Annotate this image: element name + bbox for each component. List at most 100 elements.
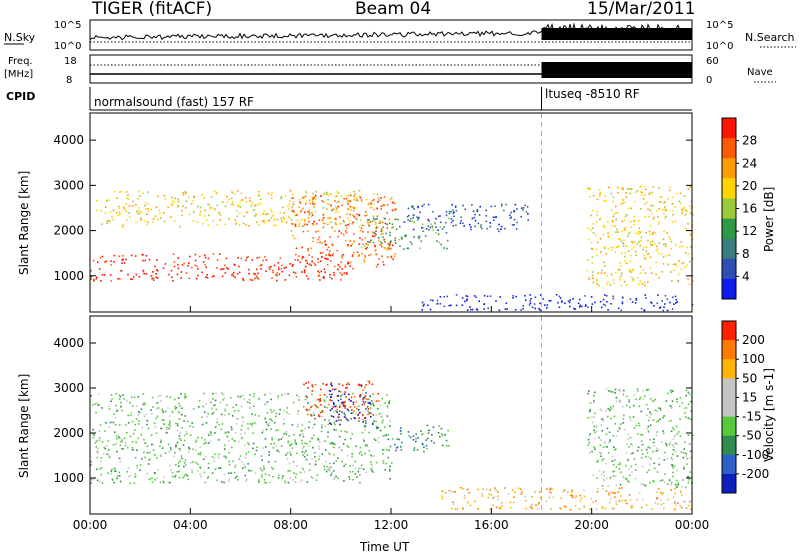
- power-colorbar-tick-label: 12: [742, 224, 757, 238]
- power-y-ticks: 1000 2000 3000 4000: [53, 133, 692, 283]
- velocity-colorbar-band: [722, 473, 736, 494]
- nsearch-tick-high: 10^5: [706, 20, 733, 31]
- power-colorbar: 4 8 12 16 20 24 28: [721, 117, 757, 300]
- velocity-y-tick-label: 1000: [53, 471, 84, 485]
- velocity-colorbar-band: [722, 340, 736, 360]
- freq-tick-low: 8: [66, 75, 72, 86]
- freq-dense-block: [541, 62, 692, 78]
- power-colorbar-tick-label: 24: [742, 156, 757, 170]
- velocity-echo-region-2: [328, 383, 374, 426]
- velocity-colorbar-frame: [721, 320, 737, 494]
- power-echo-region-4: [403, 203, 529, 233]
- velocity-panel: 1000 2000 3000 4000 00:00 04:00 08:00 12:00 16:…: [17, 315, 776, 532]
- velocity-colorbar-band: [722, 378, 736, 398]
- power-colorbar-tick-label: 20: [742, 179, 757, 193]
- velocity-y-ticks: 1000 2000 3000 4000: [53, 336, 692, 485]
- velocity-colorbar-tick-label: -200: [742, 467, 769, 481]
- power-echo-region-2: [95, 190, 379, 228]
- velocity-x-tick-label: 00:00: [675, 518, 710, 532]
- velocity-y-tick-label: 4000: [53, 336, 84, 350]
- velocity-echo-region-1: [303, 380, 380, 421]
- power-echo-region-5: [421, 293, 694, 312]
- velocity-colorbar-tick-label: -50: [742, 429, 762, 443]
- freq-tick-high: 18: [64, 56, 77, 67]
- velocity-x-tick-label: 08:00: [273, 518, 308, 532]
- velocity-colorbar-tick-label: -15: [742, 410, 762, 424]
- power-colorbar-band: [722, 158, 736, 179]
- velocity-y-axis-label: Slant Range [km]: [17, 374, 31, 478]
- power-echo-region-6: [586, 185, 694, 287]
- cpid-panel: CPID normalsound (fast) 157 RF ltuseq -8…: [6, 87, 692, 111]
- freq-trace: [90, 62, 692, 78]
- cpid-mode-2: ltuseq -8510 RF: [545, 87, 640, 101]
- nsky-dense-block: [541, 28, 692, 40]
- power-y-axis-label: Slant Range [km]: [17, 171, 31, 275]
- velocity-colorbar-tick-label: 50: [742, 371, 757, 385]
- beam-label: Beam 04: [355, 0, 431, 19]
- velocity-colorbar-tick-label: 200: [742, 333, 765, 347]
- nsearch-label: N.Search: [745, 31, 795, 44]
- velocity-x-tick-label: 16:00: [474, 518, 509, 532]
- freq-panel: Freq. [MHz] 18 8 60 0 Nave: [4, 54, 776, 86]
- velocity-colorbar-band: [722, 435, 736, 456]
- power-panel: 1000 2000 3000 4000 Slant Range [km] 4 8 12 16…: [17, 112, 776, 313]
- nsky-tick-high: 10^5: [54, 20, 81, 31]
- velocity-colorbar-tick-label: 15: [742, 390, 757, 404]
- power-plot-bg: [90, 113, 692, 312]
- velocity-colorbar-band: [722, 359, 736, 379]
- velocity-echo-region-0: [90, 392, 393, 485]
- power-y-tick-label: 1000: [53, 269, 84, 283]
- power-colorbar-tick-label: 4: [742, 269, 750, 283]
- velocity-colorbar-tick-label: 100: [742, 352, 765, 366]
- power-colorbar-band: [722, 118, 736, 139]
- velocity-y-tick-label: 3000: [53, 381, 84, 395]
- velocity-colorbar-tick-label: -100: [742, 448, 769, 462]
- figure-title: TIGER (fitACF): [91, 0, 212, 19]
- nsearch-tick-low: 10^0: [706, 41, 733, 52]
- power-colorbar-band: [722, 218, 736, 240]
- power-colorbar-tick-label: 16: [742, 202, 757, 216]
- x-axis-label: Time UT: [359, 540, 410, 554]
- nave-tick-high: 60: [706, 56, 719, 67]
- velocity-plot-bg: [90, 316, 692, 514]
- velocity-echoes: [90, 380, 694, 511]
- nsky-panel: N.Sky 10^5 10^0 10^5 10^0 N.Search: [4, 19, 796, 52]
- power-echo-region-0: [90, 253, 354, 282]
- nave-tick-low: 0: [706, 75, 712, 86]
- date-label: 15/Mar/2011: [587, 0, 695, 19]
- velocity-x-tick-label: 12:00: [374, 518, 409, 532]
- power-colorbar-band: [722, 258, 736, 280]
- velocity-echo-region-4: [441, 487, 694, 511]
- nsky-label: N.Sky: [4, 31, 36, 44]
- nsky-trace: [89, 22, 693, 44]
- power-echoes: [90, 185, 694, 312]
- velocity-y-tick-label: 2000: [53, 426, 84, 440]
- power-colorbar-label: Power [dB]: [762, 187, 776, 252]
- cpid-mode-1: normalsound (fast) 157 RF: [94, 95, 254, 109]
- power-colorbar-band: [722, 278, 736, 300]
- power-colorbar-tick-label: 28: [742, 134, 757, 148]
- nave-label: Nave: [747, 67, 773, 78]
- power-x-ticks: [89, 306, 693, 312]
- velocity-x-tick-label: 04:00: [173, 518, 208, 532]
- power-y-tick-label: 3000: [53, 178, 84, 192]
- velocity-x-ticks: 00:00 04:00 08:00 12:00 16:00 20:00 00:00: [73, 508, 710, 532]
- freq-label: Freq.: [8, 56, 33, 67]
- velocity-colorbar-band: [722, 397, 736, 417]
- freq-unit: [MHz]: [4, 69, 33, 80]
- velocity-colorbar: 200 100 50 15 -15 -50 -100 -200: [721, 320, 769, 494]
- velocity-colorbar-band: [722, 321, 736, 341]
- velocity-colorbar-band: [722, 454, 736, 475]
- power-colorbar-band: [722, 238, 736, 260]
- power-colorbar-band: [722, 198, 736, 219]
- power-y-tick-label: 4000: [53, 133, 84, 147]
- velocity-echo-region-3: [386, 424, 450, 453]
- velocity-x-tick-label: 20:00: [574, 518, 609, 532]
- power-echo-region-3: [366, 217, 450, 250]
- velocity-echo-region-5: [587, 388, 694, 489]
- power-echo-region-1: [290, 194, 397, 268]
- velocity-colorbar-band: [722, 416, 736, 437]
- nsky-line: [89, 22, 693, 44]
- nsky-tick-low: 10^0: [54, 41, 81, 52]
